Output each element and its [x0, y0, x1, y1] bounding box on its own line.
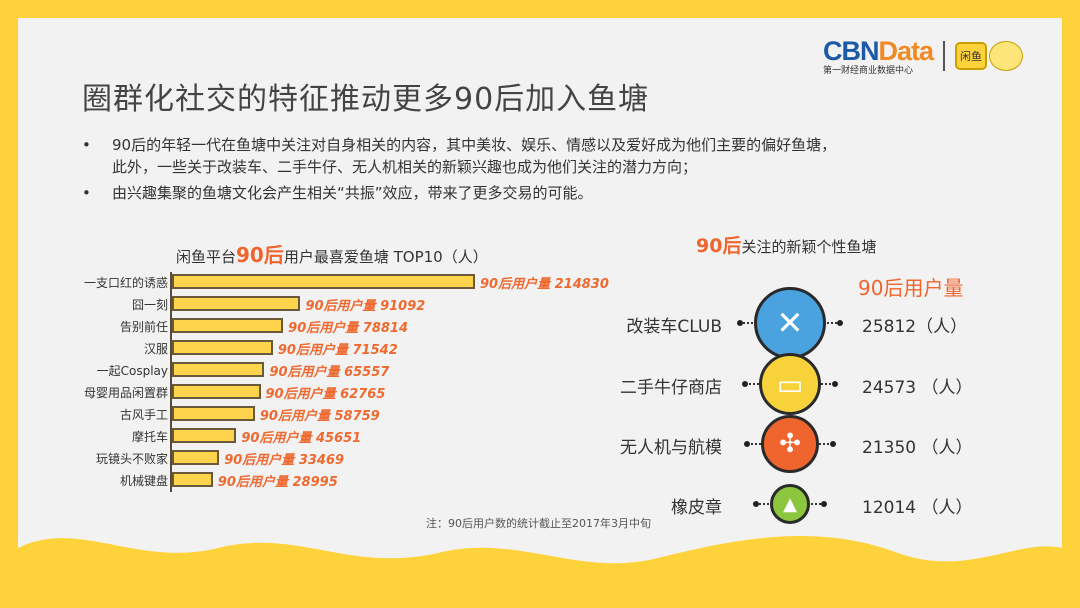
- bar: [172, 406, 255, 421]
- bar-category-label: 汉服: [143, 342, 168, 356]
- bar-value-label: 90后用户量 78814: [288, 321, 409, 336]
- wave-decoration: [18, 536, 1062, 598]
- bar: [172, 362, 265, 377]
- bar-category-label: 玩镜头不败家: [95, 452, 168, 466]
- niche-name: 橡皮章: [671, 498, 722, 518]
- bar-category-label: 告别前任: [119, 320, 168, 334]
- niche-name: 无人机与航模: [620, 438, 722, 458]
- bar-category-label: 一起Cosplay: [96, 364, 168, 378]
- cbndata-logo: CBNData: [823, 36, 934, 66]
- bar: [172, 472, 213, 487]
- bar-category-label: 母婴用品闲置群: [83, 386, 168, 400]
- connector-dot: [821, 501, 827, 507]
- bar: [172, 384, 261, 399]
- bar-value-label: 90后用户量 45651: [241, 431, 362, 446]
- connector-dot: [737, 320, 743, 326]
- bullet-1: • 90后的年轻一代在鱼塘中关注对自身相关的内容，其中美妆、娱乐、情感以及爱好成为…: [82, 136, 837, 154]
- connector-dot: [742, 381, 748, 387]
- bar-value-label: 90后用户量 62765: [265, 387, 386, 402]
- right-header: 90后用户量: [858, 276, 964, 300]
- bar-value-label: 90后用户量 91092: [305, 299, 426, 314]
- connector-dot: [753, 501, 759, 507]
- bar-value-label: 90后用户量 71542: [277, 343, 398, 358]
- connector-dot: [832, 381, 838, 387]
- bar-category-label: 一支口红的诱惑: [83, 276, 168, 290]
- bar-value-label: 90后用户量 58759: [259, 409, 380, 424]
- bar: [172, 428, 237, 443]
- niche-value: 12014 （人）: [862, 498, 973, 518]
- wrench-hammer-icon: ✕: [754, 287, 826, 359]
- bar-value-label: 90后用户量 214830: [480, 277, 609, 292]
- niche-name: 二手牛仔商店: [620, 378, 722, 398]
- stamp-icon: ▲: [770, 484, 810, 524]
- right-title: 90后关注的新颖个性鱼塘: [696, 235, 877, 257]
- bar-category-label: 古风手工: [119, 408, 168, 422]
- chart-title: 闲鱼平台90后用户最喜爱鱼塘 TOP10（人）: [176, 243, 488, 267]
- bar: [172, 450, 220, 465]
- bullet-1-cont: 此外，一些关于改装车、二手牛仔、无人机相关的新颖兴趣也成为他们关注的潜力方向；: [112, 158, 698, 176]
- connector-dot: [830, 441, 836, 447]
- footnote: 注：90后用户数的统计截止至2017年3月中旬: [426, 517, 651, 530]
- niche-value: 24573 （人）: [862, 378, 973, 398]
- logo-subtitle: 第一财经商业数据中心: [823, 66, 914, 76]
- bar: [172, 318, 284, 333]
- bar-category-label: 机械键盘: [119, 474, 168, 488]
- bar: [172, 340, 273, 355]
- logo-area: CBNData 第一财经商业数据中心 闲鱼: [823, 36, 1024, 76]
- niche-value: 21350 （人）: [862, 438, 973, 458]
- bar: [172, 274, 475, 289]
- chart-axis: [170, 272, 172, 492]
- xianyu-logo: 闲鱼: [955, 42, 988, 70]
- bar: [172, 296, 301, 311]
- bar-category-label: 摩托车: [131, 430, 168, 444]
- connector-dot: [744, 441, 750, 447]
- drone-icon: ✣: [761, 415, 819, 473]
- connector-dot: [837, 320, 843, 326]
- niche-name: 改装车CLUB: [626, 317, 722, 337]
- bar-value-label: 90后用户量 65557: [269, 365, 390, 380]
- jeans-pocket-icon: ▭: [759, 353, 821, 415]
- bullet-2: • 由兴趣集聚的鱼塘文化会产生相关“共振”效应，带来了更多交易的可能。: [82, 184, 593, 202]
- bar-value-label: 90后用户量 33469: [224, 453, 345, 468]
- fish-mascot-icon: [989, 41, 1024, 71]
- bar-category-label: 囧一刻: [131, 298, 168, 312]
- page-title: 圈群化社交的特征推动更多90后加入鱼塘: [82, 82, 650, 117]
- bar-value-label: 90后用户量 28995: [217, 475, 338, 490]
- niche-value: 25812（人）: [862, 317, 968, 337]
